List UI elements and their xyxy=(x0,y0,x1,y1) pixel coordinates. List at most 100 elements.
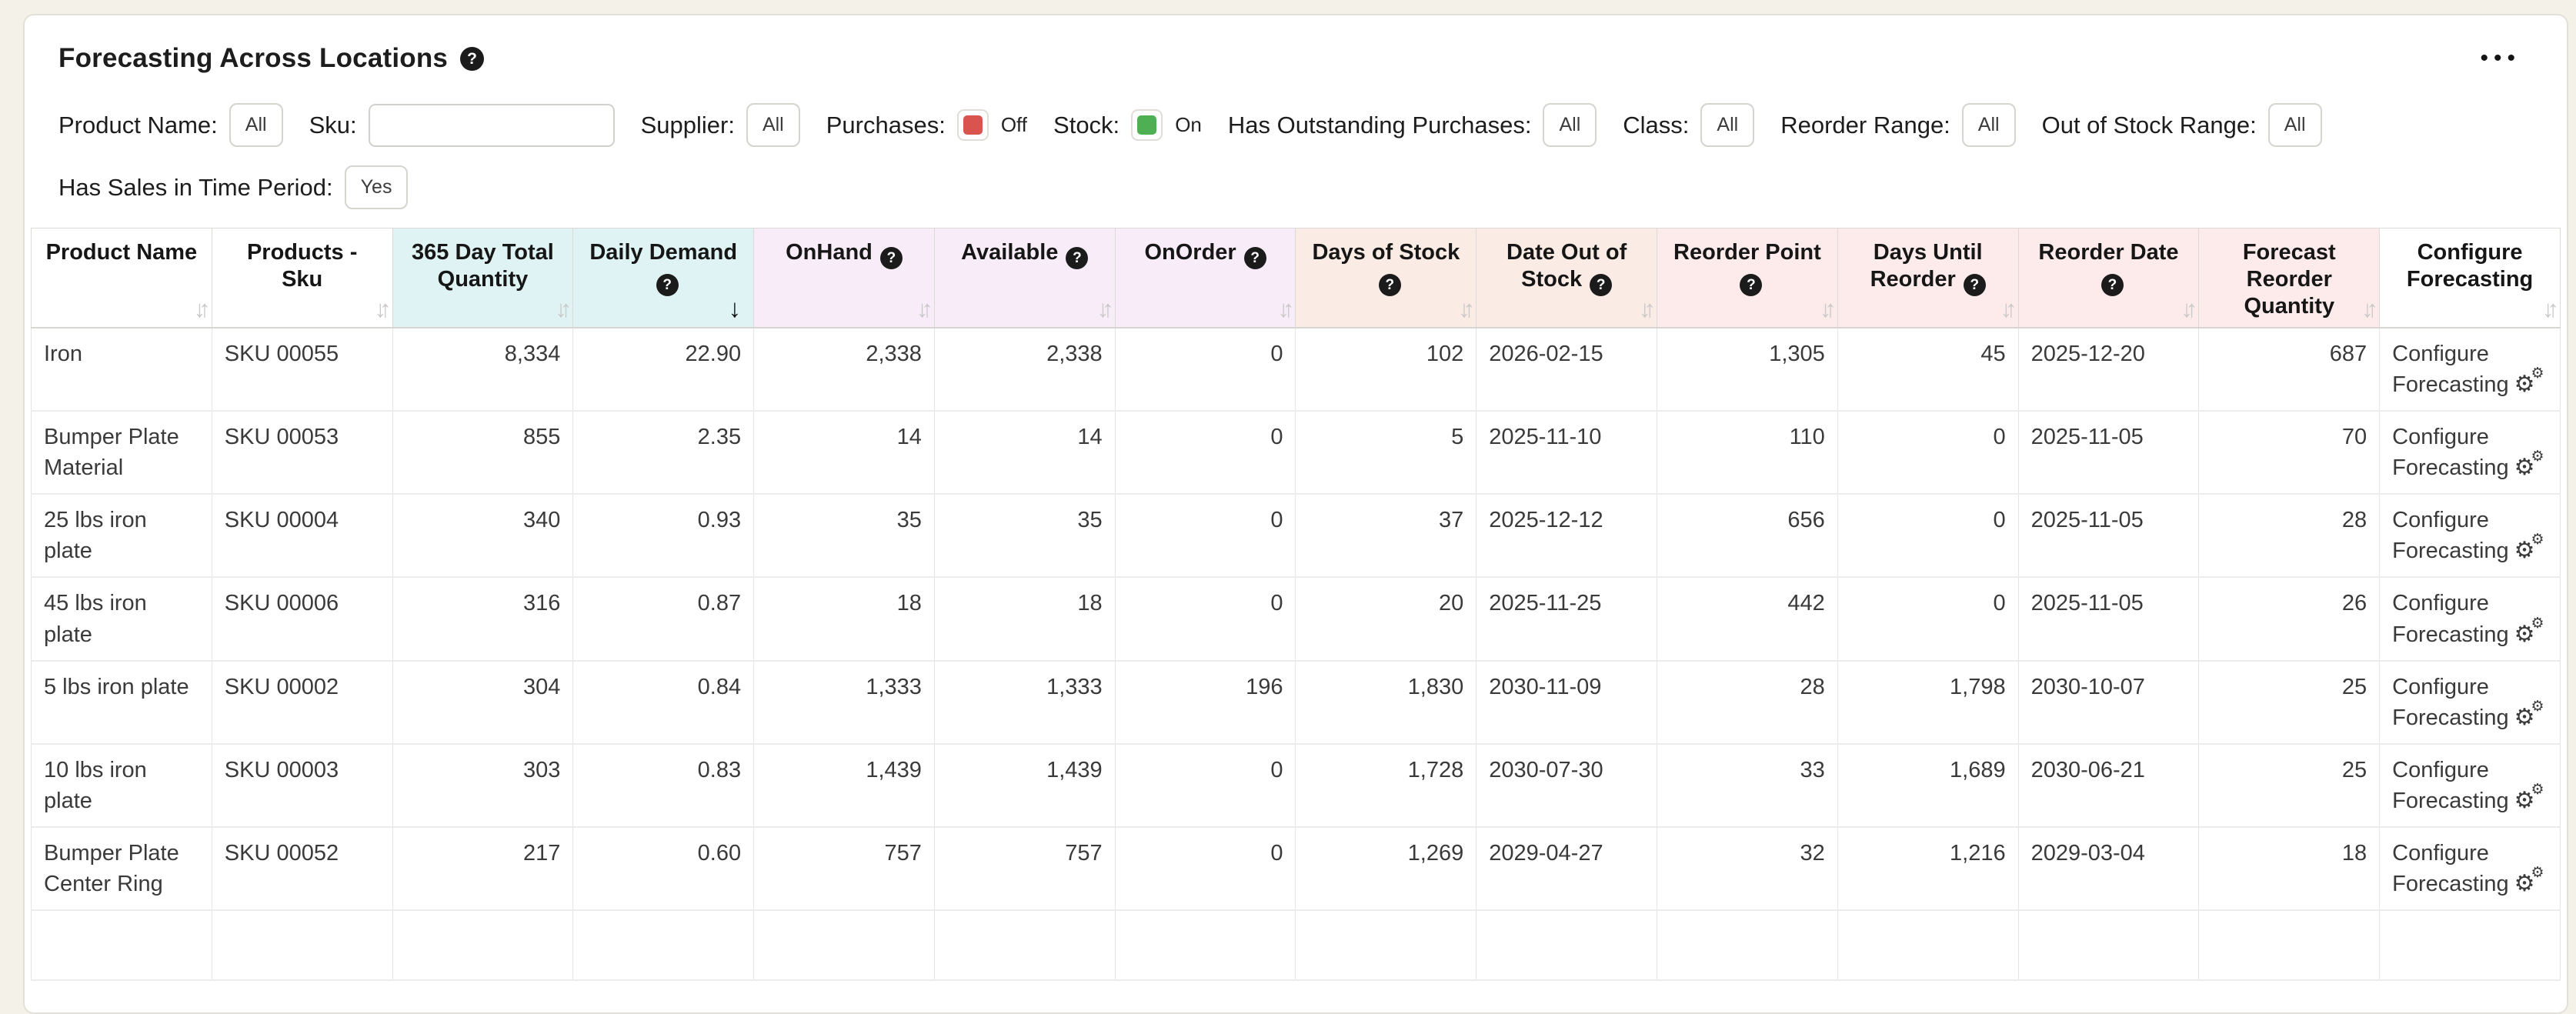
sort-icon[interactable]: ↓↑ xyxy=(1639,295,1656,323)
help-icon[interactable]: ? xyxy=(1963,273,1986,296)
configure-forecasting-link[interactable]: Configure Forecasting ⚙ ⚙ xyxy=(2379,493,2561,579)
column-header-reorder-point[interactable]: Reorder Point? ↓↑ xyxy=(1657,228,1838,329)
column-header-days-of-stock[interactable]: Days of Stock? ↓↑ xyxy=(1295,228,1477,329)
sort-desc-icon[interactable]: ↓ xyxy=(728,294,742,323)
cell-daily-demand: 0.83 xyxy=(572,742,755,828)
cell-product-name: 10 lbs iron plate xyxy=(31,742,212,828)
help-icon[interactable]: ? xyxy=(1243,247,1266,269)
help-icon[interactable]: ? xyxy=(2101,273,2124,296)
configure-forecasting-link[interactable]: Configure Forecasting ⚙ ⚙ xyxy=(2379,410,2561,495)
purchasestoggle[interactable] xyxy=(956,109,989,141)
cell-onorder: 0 xyxy=(1114,576,1296,662)
cell-products-sku: SKU 00006 xyxy=(211,576,393,662)
column-header-days-until-reorder[interactable]: Days Until Reorder? ↓↑ xyxy=(1837,228,2019,329)
filter-button-supplier[interactable]: All xyxy=(746,103,800,147)
stocktoggle[interactable] xyxy=(1131,109,1163,141)
sort-icon[interactable]: ↓↑ xyxy=(1277,295,1294,323)
configure-forecasting-label: Configure Forecasting xyxy=(2392,342,2509,398)
cell-days-of-stock: 20 xyxy=(1295,576,1477,662)
table-row-partial xyxy=(31,909,2561,981)
cell-empty xyxy=(2379,909,2561,981)
sku-input[interactable] xyxy=(368,103,615,147)
column-header-available[interactable]: Available? ↓↑ xyxy=(933,228,1116,329)
column-header-onorder[interactable]: OnOrder? ↓↑ xyxy=(1114,228,1296,329)
sort-icon[interactable]: ↓↑ xyxy=(2000,295,2017,323)
column-header-products-sku[interactable]: Products - Sku ↓↑ xyxy=(211,228,393,329)
sort-icon[interactable]: ↓↑ xyxy=(374,295,392,323)
cell-date-out-of-stock: 2030-11-09 xyxy=(1476,659,1658,745)
card-header: Forecasting Across Locations ? ••• xyxy=(58,43,2533,74)
configure-forecasting-link[interactable]: Configure Forecasting ⚙ ⚙ xyxy=(2379,576,2561,662)
sort-icon[interactable]: ↓↑ xyxy=(916,295,933,323)
column-header-daily-demand[interactable]: Daily Demand? ↓ xyxy=(572,228,755,329)
gear-small-icon: ⚙ xyxy=(2531,698,2544,715)
cell-daily-demand: 0.93 xyxy=(572,493,755,579)
help-icon[interactable]: ? xyxy=(1066,247,1089,269)
column-label: OnOrder xyxy=(1144,240,1236,265)
filter-button-reorder-range[interactable]: All xyxy=(1961,103,2016,147)
table-row: Bumper Plate Material SKU 00053 855 2.35 14 1… xyxy=(31,410,2561,495)
column-header-configure-forecasting[interactable]: Configure Forecasting ↓↑ xyxy=(2379,228,2561,329)
filter-button-product-name[interactable]: All xyxy=(229,103,283,147)
sort-icon[interactable]: ↓↑ xyxy=(1458,295,1475,323)
cell-products-sku: SKU 00053 xyxy=(211,410,393,495)
cell-onorder: 0 xyxy=(1114,327,1296,412)
cell-365-day-total-quantity: 855 xyxy=(392,410,574,495)
cell-reorder-point: 33 xyxy=(1657,742,1838,828)
sort-icon[interactable]: ↓↑ xyxy=(2361,295,2378,323)
column-label: OnHand xyxy=(786,240,873,265)
cell-empty xyxy=(2017,909,2200,981)
cell-available: 757 xyxy=(933,826,1116,911)
column-header-onhand[interactable]: OnHand? ↓↑ xyxy=(753,228,935,329)
cell-available: 18 xyxy=(933,576,1116,662)
gear-small-icon: ⚙ xyxy=(2531,781,2544,798)
configure-forecasting-link[interactable]: Configure Forecasting ⚙ ⚙ xyxy=(2379,826,2561,911)
help-icon[interactable]: ? xyxy=(1590,273,1613,296)
cell-empty xyxy=(1476,909,1658,981)
column-header-forecast-reorder-quantity[interactable]: Forecast Reorder Quantity ↓↑ xyxy=(2198,228,2381,329)
help-icon[interactable]: ? xyxy=(1378,273,1401,296)
configure-forecasting-link[interactable]: Configure Forecasting ⚙ ⚙ xyxy=(2379,327,2561,412)
column-header-365-day-total-quantity[interactable]: 365 Day Total Quantity ↓↑ xyxy=(392,228,574,329)
configure-forecasting-link[interactable]: Configure Forecasting ⚙ ⚙ xyxy=(2379,659,2561,745)
configure-forecasting-label: Configure Forecasting xyxy=(2392,757,2509,813)
filter-item-class: Class: All xyxy=(1623,103,1755,147)
cell-forecast-reorder-quantity: 26 xyxy=(2198,576,2381,662)
column-label: Products - Sku xyxy=(246,240,358,292)
cell-days-until-reorder: 1,689 xyxy=(1837,742,2019,828)
column-label: Reorder Date xyxy=(2038,240,2179,265)
title-help-icon[interactable]: ? xyxy=(460,46,485,71)
column-header-reorder-date[interactable]: Reorder Date? ↓↑ xyxy=(2017,228,2200,329)
filter-button-out-of-stock-range[interactable]: All xyxy=(2267,103,2322,147)
help-icon[interactable]: ? xyxy=(1740,273,1763,296)
filter-button-class[interactable]: All xyxy=(1700,103,1755,147)
cell-available: 1,439 xyxy=(933,742,1116,828)
card-menu-icon[interactable]: ••• xyxy=(2480,45,2521,71)
cell-product-name: 5 lbs iron plate xyxy=(31,659,212,745)
filter-button-has-outstanding-purchases[interactable]: All xyxy=(1543,103,1597,147)
cell-onorder: 0 xyxy=(1114,410,1296,495)
cell-product-name: Iron xyxy=(31,327,212,412)
configure-forecasting-link[interactable]: Configure Forecasting ⚙ ⚙ xyxy=(2379,742,2561,828)
sort-icon[interactable]: ↓↑ xyxy=(555,295,572,323)
filter-label-has-sales-in-time-period: Has Sales in Time Period: xyxy=(58,173,333,201)
help-icon[interactable]: ? xyxy=(879,247,903,269)
column-header-date-out-of-stock[interactable]: Date Out of Stock? ↓↑ xyxy=(1476,228,1658,329)
cell-daily-demand: 22.90 xyxy=(572,327,755,412)
cell-empty xyxy=(572,909,755,981)
column-header-product-name[interactable]: Product Name ↓↑ xyxy=(31,228,212,329)
sort-icon[interactable]: ↓↑ xyxy=(2542,295,2559,323)
help-icon[interactable]: ? xyxy=(656,273,679,296)
sort-icon[interactable]: ↓↑ xyxy=(193,295,211,323)
gears-icon: ⚙ ⚙ xyxy=(2514,532,2544,566)
sort-icon[interactable]: ↓↑ xyxy=(1819,295,1837,323)
sort-icon[interactable]: ↓↑ xyxy=(1096,295,1114,323)
cell-reorder-date: 2025-11-05 xyxy=(2017,410,2200,495)
filter-button-has-sales-in-time-period[interactable]: Yes xyxy=(344,165,409,209)
sort-icon[interactable]: ↓↑ xyxy=(2181,295,2197,323)
filter-row-1: Product Name: All Sku: Supplier: All Purchase… xyxy=(58,103,2533,147)
cell-daily-demand: 0.84 xyxy=(572,659,755,745)
forecasting-table: Product Name ↓↑ Products - Sku ↓↑ 365 Day To… xyxy=(31,228,2561,981)
gears-icon: ⚙ ⚙ xyxy=(2514,366,2544,400)
cell-365-day-total-quantity: 340 xyxy=(392,493,574,579)
